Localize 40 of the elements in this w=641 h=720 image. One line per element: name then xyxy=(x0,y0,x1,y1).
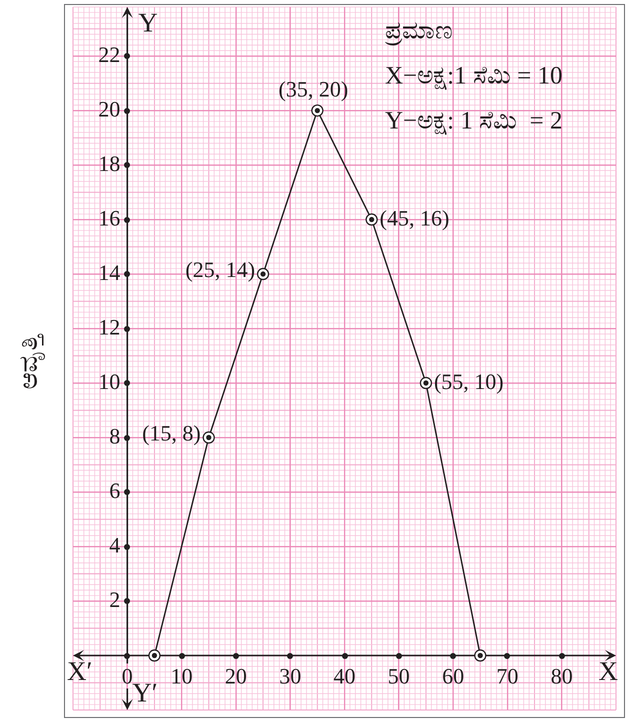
x-tick-label: 70 xyxy=(496,663,518,688)
data-label: (25, 14) xyxy=(185,256,256,282)
y-axis-title: ಆವೃತ್ತಿ xyxy=(14,334,45,390)
point xyxy=(474,649,486,662)
y-tick-label: 2 xyxy=(109,586,120,612)
x-tick-label: 50 xyxy=(388,663,410,688)
point xyxy=(256,268,270,280)
annotation: Y−ಅಕ್ಷ: 1 ಸೆಮಿ = 2 xyxy=(385,108,562,135)
x-tick-label: 0 xyxy=(122,663,133,688)
annotation: ಪ್ರಮಾಣ xyxy=(384,18,453,46)
point xyxy=(202,431,215,444)
data-label: (15, 8) xyxy=(142,420,201,446)
y-tick-label: 12 xyxy=(98,314,120,340)
y-tick-label: 20 xyxy=(98,96,120,122)
y-tick-label: 18 xyxy=(98,150,120,176)
x-tick-label: 20 xyxy=(224,663,247,688)
point xyxy=(420,376,432,390)
point xyxy=(148,649,161,662)
x-tick-label: 60 xyxy=(442,663,464,688)
annotation: X′ xyxy=(67,656,92,686)
y-tick-label: 6 xyxy=(109,478,120,503)
annotation: Y′ xyxy=(132,678,158,708)
data-label: (45, 16) xyxy=(380,205,450,230)
annotation: Y xyxy=(138,8,158,38)
y-tick-label: 8 xyxy=(109,423,120,448)
x-tick-label: 40 xyxy=(334,663,356,688)
y-tick-label: 10 xyxy=(98,368,120,394)
x-tick-label: 10 xyxy=(170,663,193,688)
x-tick-label: 30 xyxy=(279,663,302,688)
y-tick-label: 16 xyxy=(98,205,120,230)
point xyxy=(311,104,324,117)
y-tick-label: 22 xyxy=(98,42,120,67)
y-tick-label: 14 xyxy=(98,260,120,285)
x-tick-label: 80 xyxy=(550,663,573,688)
data-label: (35, 20) xyxy=(278,76,348,102)
data-label: (55, 10) xyxy=(434,368,504,394)
point xyxy=(366,213,378,226)
y-tick-label: 4 xyxy=(109,532,120,558)
annotation: X−ಅಕ್ಷ:1 ಸೆಮಿ = 10 xyxy=(385,62,562,90)
annotation: X xyxy=(598,656,618,686)
